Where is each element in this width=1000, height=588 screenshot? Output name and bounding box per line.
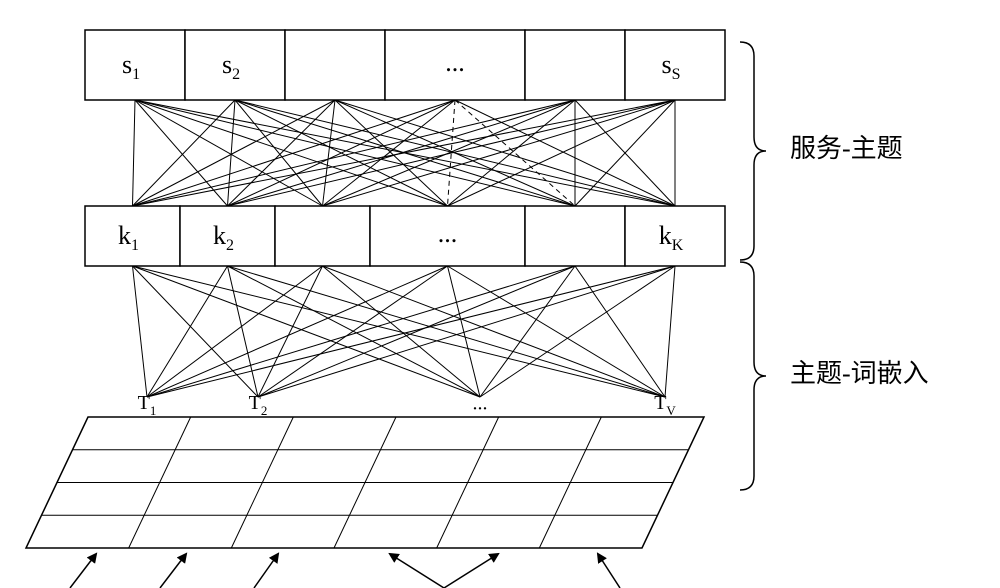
- row-t-labels: T1T2...TV: [138, 392, 677, 418]
- brace-label-0: 服务-主题: [790, 134, 903, 163]
- svg-text:...: ...: [445, 48, 465, 77]
- brace-label-1: 主题-词嵌入: [790, 359, 929, 388]
- row-k: k1k2...kK: [85, 206, 725, 266]
- links-s-k: [133, 100, 676, 206]
- embedding-grid: [26, 417, 704, 548]
- brace-0: 服务-主题: [740, 42, 903, 260]
- svg-text:...: ...: [438, 219, 458, 248]
- input-arrows: [70, 554, 620, 588]
- links-k-t: [133, 266, 676, 397]
- row-s: s1s2...sS: [85, 30, 725, 100]
- brace-1: 主题-词嵌入: [740, 262, 929, 490]
